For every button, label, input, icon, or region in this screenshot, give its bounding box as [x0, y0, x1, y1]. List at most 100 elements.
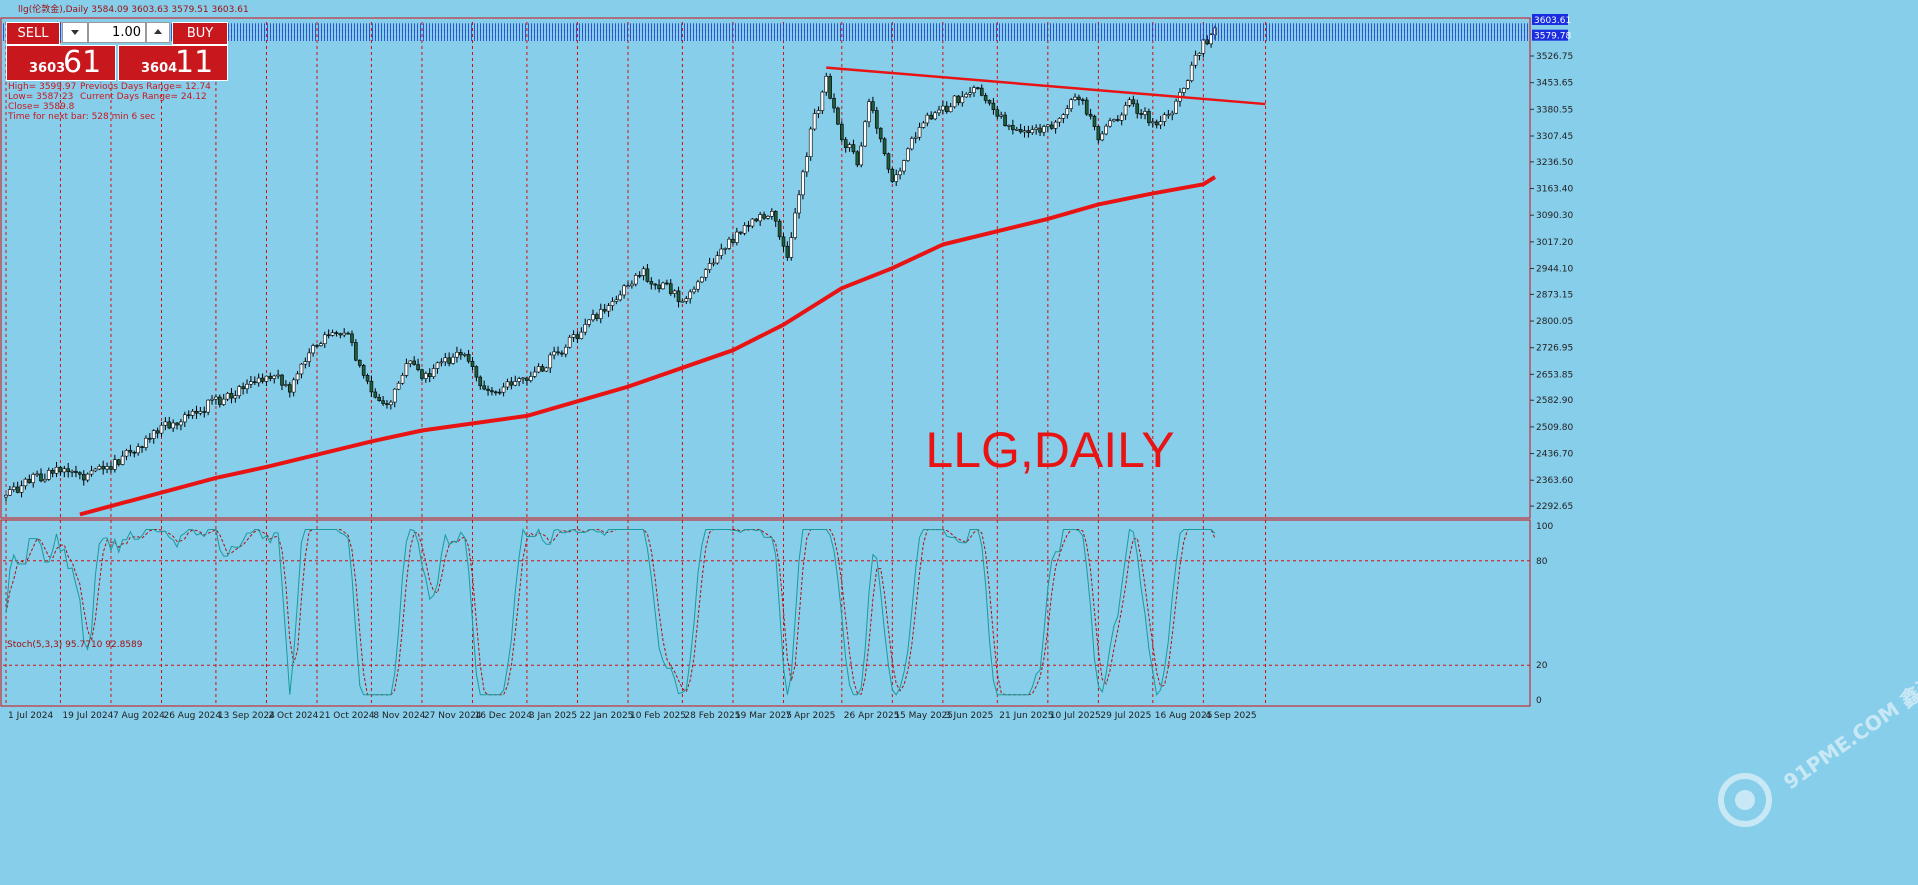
candle-body — [167, 421, 172, 429]
candle-body — [1116, 119, 1120, 121]
daily-info-box: High= 3599.97 Previous Days Range= 12.74 … — [8, 82, 211, 122]
candle-body — [19, 485, 24, 493]
candle-body — [23, 478, 28, 487]
candle-body — [241, 386, 245, 390]
candle-body — [385, 403, 389, 406]
candle-body — [805, 156, 809, 173]
candle-body — [206, 399, 210, 413]
candle-body — [1127, 99, 1132, 106]
time-tick-label: 2 Oct 2024 — [268, 711, 318, 721]
candle-body — [964, 93, 969, 98]
candle-body — [183, 414, 187, 423]
candle-body — [330, 332, 335, 336]
sell-button[interactable]: SELL — [6, 22, 60, 45]
candle-body — [1088, 113, 1093, 117]
candle-body — [871, 101, 875, 111]
candle-body — [1131, 99, 1136, 105]
candle-body — [618, 294, 623, 301]
candle-body — [1201, 39, 1206, 54]
candle-body — [105, 466, 109, 470]
candle-body — [109, 466, 113, 470]
candle-body — [758, 214, 762, 222]
candle-body — [420, 369, 424, 379]
candle-body — [863, 121, 867, 147]
info-next-bar: Time for next bar: 528 min 6 sec — [8, 112, 156, 122]
buy-price-display[interactable]: 3604 11 — [118, 45, 228, 81]
candle-body — [676, 290, 681, 302]
candle-body — [1143, 111, 1147, 115]
candle-body — [579, 331, 584, 339]
candle-body — [494, 391, 498, 394]
time-tick-label: 3 Jun 2025 — [945, 711, 993, 721]
candle-body — [859, 145, 864, 166]
candle-body — [987, 100, 992, 104]
candle-body — [583, 324, 588, 333]
candle-body — [404, 363, 409, 376]
candle-body — [1108, 120, 1112, 127]
info-high: High= 3599.97 — [8, 82, 77, 92]
candle-body — [225, 393, 230, 400]
candle-body — [392, 388, 397, 403]
time-tick-label: 4 Sep 2025 — [1205, 711, 1256, 721]
candle-body — [233, 395, 238, 399]
candle-body — [723, 248, 727, 250]
sell-price-display[interactable]: 3603 61 — [6, 45, 116, 81]
candle-body — [260, 377, 265, 382]
candle-body — [27, 478, 32, 484]
candle-body — [894, 174, 899, 182]
candle-body — [532, 371, 537, 377]
candle-body — [455, 351, 459, 358]
candle-body — [626, 285, 630, 288]
candle-body — [622, 285, 626, 296]
candle-body — [447, 357, 451, 364]
candle-body — [641, 268, 646, 276]
grid-lines — [0, 17, 1531, 707]
price-tick-label: 2509.80 — [1536, 423, 1573, 433]
price-tick-label: 3307.45 — [1536, 132, 1573, 142]
candle-body — [929, 114, 934, 120]
candle-body — [451, 356, 455, 364]
candle-body — [1193, 54, 1198, 66]
candle-body — [983, 95, 988, 101]
lot-increase-button[interactable] — [146, 22, 170, 43]
candle-body — [70, 470, 74, 473]
candle-body — [944, 105, 949, 113]
buy-button[interactable]: BUY — [172, 22, 228, 45]
candle-body — [85, 473, 90, 481]
candle-body — [346, 332, 350, 335]
lot-size-input[interactable] — [88, 22, 146, 43]
candle-body — [591, 314, 595, 321]
candle-body — [299, 363, 304, 375]
lot-decrease-button[interactable] — [62, 22, 88, 43]
time-tick-label: 15 May 2025 — [894, 711, 953, 721]
candle-body — [459, 351, 463, 356]
candle-body — [820, 91, 825, 111]
candle-body — [350, 333, 354, 343]
moving-average — [79, 175, 1217, 517]
buy-price-big: 11 — [175, 45, 214, 80]
time-tick-label: 16 Dec 2024 — [474, 711, 532, 721]
candle-body — [287, 384, 292, 393]
candle-body — [151, 430, 156, 439]
candle-body — [1084, 99, 1089, 115]
candle-body — [874, 110, 879, 129]
candle-body — [991, 102, 996, 111]
price-tick-label: 2363.60 — [1536, 476, 1573, 486]
price-tick-label: 2653.85 — [1536, 370, 1573, 380]
candle-body — [311, 345, 315, 354]
candle-body — [781, 236, 786, 247]
stochastic-panel: 100 80 20 0 — [3, 522, 1553, 706]
stoch-title: Stoch(5,3,3) 95.7710 92.8589 — [7, 640, 143, 650]
time-tick-label: 22 Jan 2025 — [579, 711, 633, 721]
candle-body — [354, 342, 358, 361]
candle-body — [272, 375, 277, 379]
candle-body — [159, 424, 164, 434]
candle-body — [1092, 115, 1097, 127]
candle-body — [62, 468, 67, 473]
candle-body — [1185, 80, 1190, 89]
candle-body — [1061, 114, 1066, 119]
stoch-tick-label: 20 — [1536, 661, 1548, 671]
candle-body — [563, 346, 568, 355]
price-tick-label: 2800.05 — [1536, 317, 1573, 327]
